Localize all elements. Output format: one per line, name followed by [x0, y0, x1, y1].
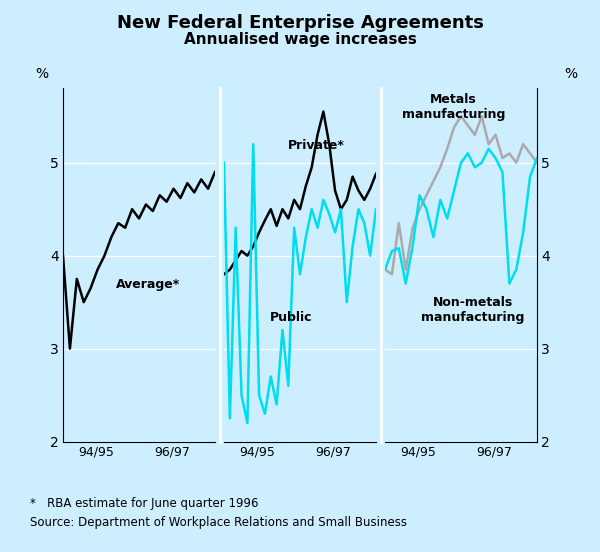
Text: Non-metals
manufacturing: Non-metals manufacturing — [421, 296, 525, 323]
Text: %: % — [35, 67, 49, 81]
Text: Average*: Average* — [116, 278, 181, 291]
Text: Metals
manufacturing: Metals manufacturing — [402, 93, 505, 121]
Text: Public: Public — [269, 311, 312, 323]
Text: Source: Department of Workplace Relations and Small Business: Source: Department of Workplace Relation… — [30, 516, 407, 529]
Text: *   RBA estimate for June quarter 1996: * RBA estimate for June quarter 1996 — [30, 497, 259, 510]
Text: New Federal Enterprise Agreements: New Federal Enterprise Agreements — [116, 14, 484, 32]
Text: Annualised wage increases: Annualised wage increases — [184, 32, 416, 47]
Text: %: % — [565, 67, 577, 81]
Text: Private*: Private* — [288, 139, 345, 152]
